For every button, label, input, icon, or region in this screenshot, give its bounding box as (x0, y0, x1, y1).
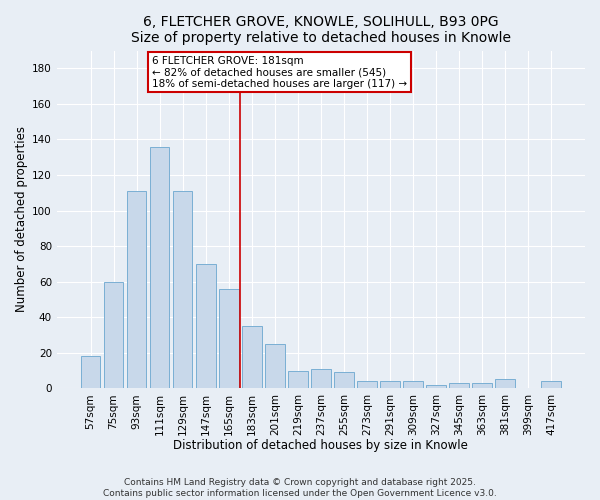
Bar (219, 289, 239, 388)
Bar (449, 383, 469, 388)
X-axis label: Distribution of detached houses by size in Knowle: Distribution of detached houses by size … (173, 440, 469, 452)
Bar (242, 326, 262, 388)
Bar (426, 385, 446, 388)
Bar (311, 369, 331, 388)
Bar (173, 191, 193, 388)
Bar (196, 264, 215, 388)
Title: 6, FLETCHER GROVE, KNOWLE, SOLIHULL, B93 0PG
Size of property relative to detach: 6, FLETCHER GROVE, KNOWLE, SOLIHULL, B93… (131, 15, 511, 45)
Bar (288, 370, 308, 388)
Text: 6 FLETCHER GROVE: 181sqm
← 82% of detached houses are smaller (545)
18% of semi-: 6 FLETCHER GROVE: 181sqm ← 82% of detach… (152, 56, 407, 89)
Bar (472, 383, 492, 388)
Bar (403, 381, 423, 388)
Bar (380, 381, 400, 388)
Bar (104, 282, 124, 389)
Bar (150, 146, 169, 388)
Bar (541, 381, 561, 388)
Bar (496, 380, 515, 388)
Bar (334, 372, 354, 388)
Bar (357, 381, 377, 388)
Y-axis label: Number of detached properties: Number of detached properties (15, 126, 28, 312)
Bar (127, 191, 146, 388)
Text: Contains HM Land Registry data © Crown copyright and database right 2025.
Contai: Contains HM Land Registry data © Crown c… (103, 478, 497, 498)
Bar (81, 356, 100, 388)
Bar (265, 344, 284, 389)
